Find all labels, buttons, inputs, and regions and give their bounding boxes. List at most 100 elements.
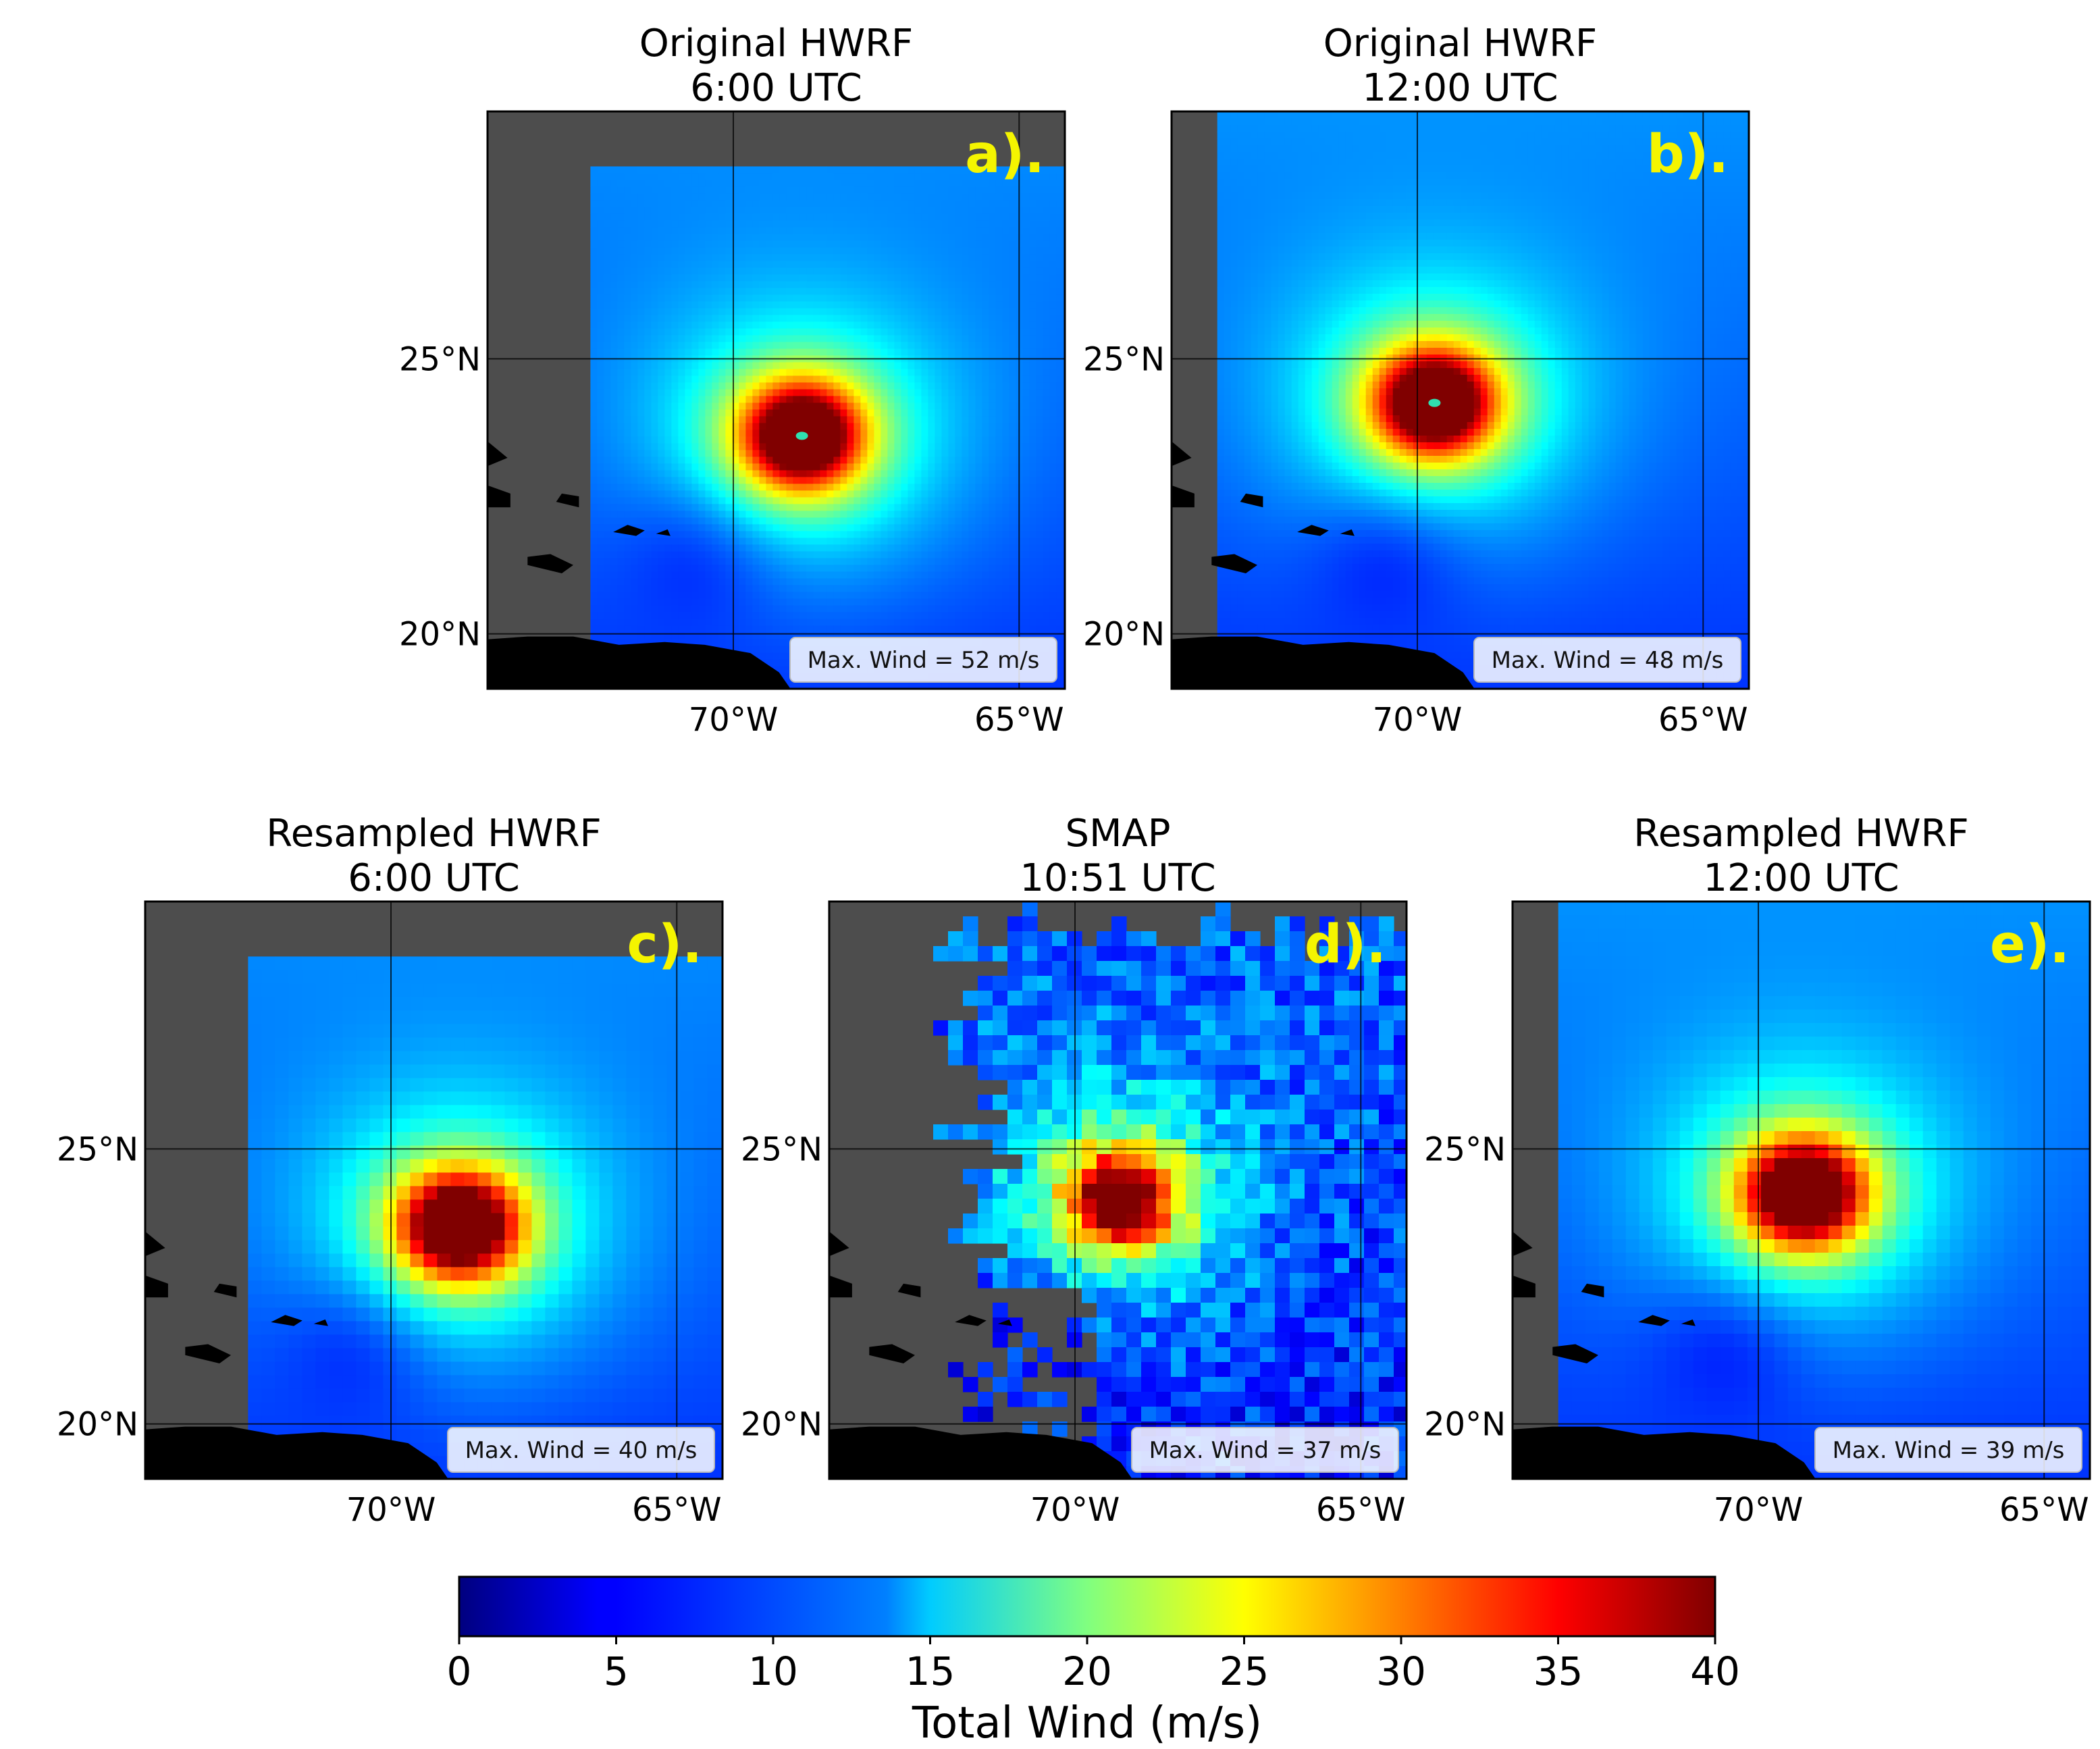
panel-a-xtick-0: 70°W	[689, 701, 779, 739]
panel-a-eye	[795, 432, 808, 440]
panel-e-land-1	[1552, 1344, 1598, 1363]
panel-e-xtick-0: 70°W	[1714, 1491, 1804, 1529]
panel-b-land-0	[1172, 636, 1475, 689]
panel-b-ytick-1: 20°N	[1083, 616, 1165, 654]
panel-d-land-0	[829, 1426, 1132, 1479]
panel-a-land-2	[556, 493, 579, 508]
panel-c-max-wind-text: Max. Wind = 40 m/s	[465, 1437, 698, 1464]
panel-c-land-2	[213, 1283, 237, 1298]
panel-c-label: c).	[627, 914, 702, 975]
panel-a-wind-field	[590, 166, 1065, 689]
panel-e-max-wind-box	[1814, 1427, 2082, 1473]
panel-a-label: a).	[965, 124, 1045, 185]
panel-d-xtick-1: 65°W	[1316, 1491, 1406, 1529]
panel-e-max-wind-text: Max. Wind = 39 m/s	[1833, 1437, 2065, 1464]
panel-a-land-6	[488, 441, 508, 467]
colorbar: 0 5 10 15 20 25 30 35 40 Total Wind (m/s)	[447, 1575, 1740, 1748]
panel-e-land-5	[1513, 1275, 1535, 1298]
colorbar-tick-6: 30	[1376, 1648, 1426, 1694]
panel-a-max-wind-box	[789, 637, 1057, 683]
colorbar-tick-8: 40	[1690, 1648, 1740, 1694]
panel-d-map	[829, 902, 1407, 1479]
panel-e-land-4	[1681, 1319, 1696, 1326]
panel-d-land-5	[829, 1275, 852, 1298]
panel-e-frame	[1511, 900, 2091, 1480]
panel-c-ytick-0: 25°N	[57, 1130, 138, 1168]
panel-e-ytick-0: 25°N	[1424, 1130, 1506, 1168]
panel-e-label: e).	[1990, 914, 2070, 975]
panel-d-subtitle: 10:51 UTC	[1020, 856, 1215, 900]
panel-e-map	[1513, 902, 2090, 1479]
panel-d-max-wind-box	[1131, 1427, 1399, 1473]
panel-e-land-2	[1581, 1283, 1604, 1298]
panel-c-land-4	[313, 1319, 328, 1326]
panel-a-title: Original HWRF	[639, 22, 914, 66]
panel-e-title: Resampled HWRF	[1633, 812, 1968, 856]
panel-c-frame	[144, 900, 724, 1480]
colorbar-tick-0: 0	[447, 1648, 472, 1694]
colorbar-tick-2: 10	[748, 1648, 798, 1694]
panel-e-wind-field	[1558, 902, 2090, 1479]
panel-a-land-1	[527, 554, 573, 573]
panel-b-land-3	[1297, 525, 1329, 536]
panel-b-land-6	[1172, 441, 1192, 467]
panel-c-land-3	[271, 1315, 303, 1326]
panel-c-subtitle: 6:00 UTC	[348, 856, 520, 900]
panel-e-land-6	[1513, 1231, 1533, 1257]
panel-a-subtitle: 6:00 UTC	[690, 66, 862, 110]
colorbar-tick-7: 35	[1533, 1648, 1583, 1694]
panel-b-land-2	[1240, 493, 1263, 508]
panel-c-land-0	[145, 1426, 448, 1479]
panel-b-wind-field	[1217, 111, 1749, 689]
panel-d-ytick-0: 25°N	[741, 1130, 822, 1168]
panel-d-land-6	[829, 1231, 849, 1257]
panel-d-frame	[828, 900, 1408, 1480]
panel-d-title: SMAP	[1066, 812, 1171, 856]
panel-b-subtitle: 12:00 UTC	[1362, 66, 1558, 110]
panel-c-title: Resampled HWRF	[266, 812, 601, 856]
colorbar-label: Total Wind (m/s)	[912, 1698, 1262, 1748]
panel-b-eye	[1428, 398, 1441, 407]
panel-b-ytick-0: 25°N	[1083, 340, 1165, 378]
panel-d-land-1	[869, 1344, 915, 1363]
panel-b-xtick-0: 70°W	[1373, 701, 1463, 739]
panel-a-xtick-1: 65°W	[974, 701, 1064, 739]
panel-a-land-5	[488, 485, 510, 508]
panel-c-ytick-1: 20°N	[57, 1406, 138, 1444]
panel-b-title: Original HWRF	[1323, 22, 1598, 66]
panel-a-land-0	[488, 636, 791, 689]
panel-e-land-3	[1638, 1315, 1670, 1326]
panel-e-xtick-1: 65°W	[1999, 1491, 2089, 1529]
panel-c-xtick-0: 70°W	[346, 1491, 436, 1529]
panel-b-map	[1172, 111, 1749, 689]
panel-e-land-0	[1513, 1426, 1816, 1479]
panel-c-land-6	[145, 1231, 165, 1257]
panel-a-ytick-1: 20°N	[399, 616, 481, 654]
panel-d-ytick-1: 20°N	[741, 1406, 822, 1444]
panel-d-max-wind-text: Max. Wind = 37 m/s	[1149, 1437, 1382, 1464]
panel-e-ytick-1: 20°N	[1424, 1406, 1506, 1444]
panel-c-land-1	[185, 1344, 231, 1363]
panel-a-map	[488, 111, 1065, 689]
panel-b-land-4	[1340, 529, 1355, 536]
panel-b-max-wind-text: Max. Wind = 48 m/s	[1492, 647, 1724, 674]
colorbar-tick-3: 15	[905, 1648, 955, 1694]
panel-b-max-wind-box	[1473, 637, 1741, 683]
colorbar-gradient	[459, 1577, 1715, 1636]
colorbar-tick-5: 25	[1219, 1648, 1269, 1694]
panel-d-land-3	[955, 1315, 987, 1326]
panel-d-land-2	[897, 1283, 921, 1298]
panel-d-label: d).	[1305, 914, 1386, 975]
panel-b-label: b).	[1647, 124, 1729, 185]
panel-b-land-5	[1172, 485, 1195, 508]
panel-c-map	[145, 902, 723, 1479]
panel-e-subtitle: 12:00 UTC	[1703, 856, 1899, 900]
panel-a-land-3	[613, 525, 645, 536]
panel-a-land-4	[656, 529, 671, 536]
panel-c-xtick-1: 65°W	[632, 1491, 722, 1529]
panel-c-wind-field	[248, 956, 723, 1479]
